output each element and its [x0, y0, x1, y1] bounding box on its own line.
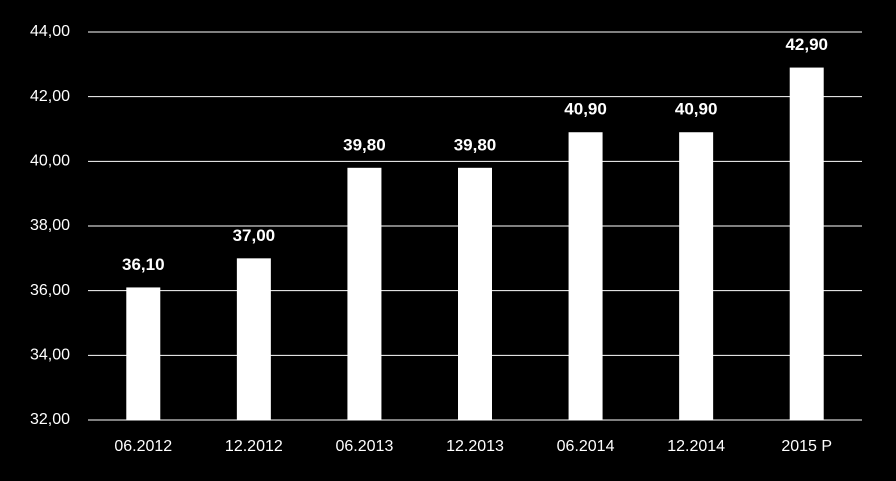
data-label: 39,80 — [343, 135, 386, 154]
x-tick-label: 2015 P — [781, 438, 832, 455]
y-tick-label: 38,00 — [30, 217, 70, 234]
data-label: 40,90 — [564, 100, 607, 119]
y-tick-label: 36,00 — [30, 282, 70, 299]
data-label: 40,90 — [675, 100, 718, 119]
data-label: 42,90 — [785, 35, 828, 54]
y-tick-label: 44,00 — [30, 23, 70, 40]
data-label: 37,00 — [233, 226, 276, 245]
bar — [236, 258, 271, 420]
bar — [126, 287, 161, 420]
x-tick-label: 06.2012 — [114, 438, 172, 455]
data-label: 36,10 — [122, 255, 165, 274]
bar — [347, 167, 382, 420]
bar — [789, 67, 824, 421]
x-tick-label: 12.2014 — [667, 438, 725, 455]
y-tick-label: 34,00 — [30, 347, 70, 364]
x-tick-label: 12.2013 — [446, 438, 504, 455]
x-tick-label: 06.2013 — [336, 438, 394, 455]
y-tick-label: 42,00 — [30, 88, 70, 105]
bar — [458, 167, 492, 420]
y-tick-label: 40,00 — [30, 153, 70, 170]
bar — [679, 132, 714, 420]
data-label: 39,80 — [454, 135, 497, 154]
x-tick-label: 12.2012 — [225, 438, 283, 455]
y-tick-label: 32,00 — [30, 411, 70, 428]
bar — [568, 132, 603, 420]
x-tick-label: 06.2014 — [557, 438, 615, 455]
